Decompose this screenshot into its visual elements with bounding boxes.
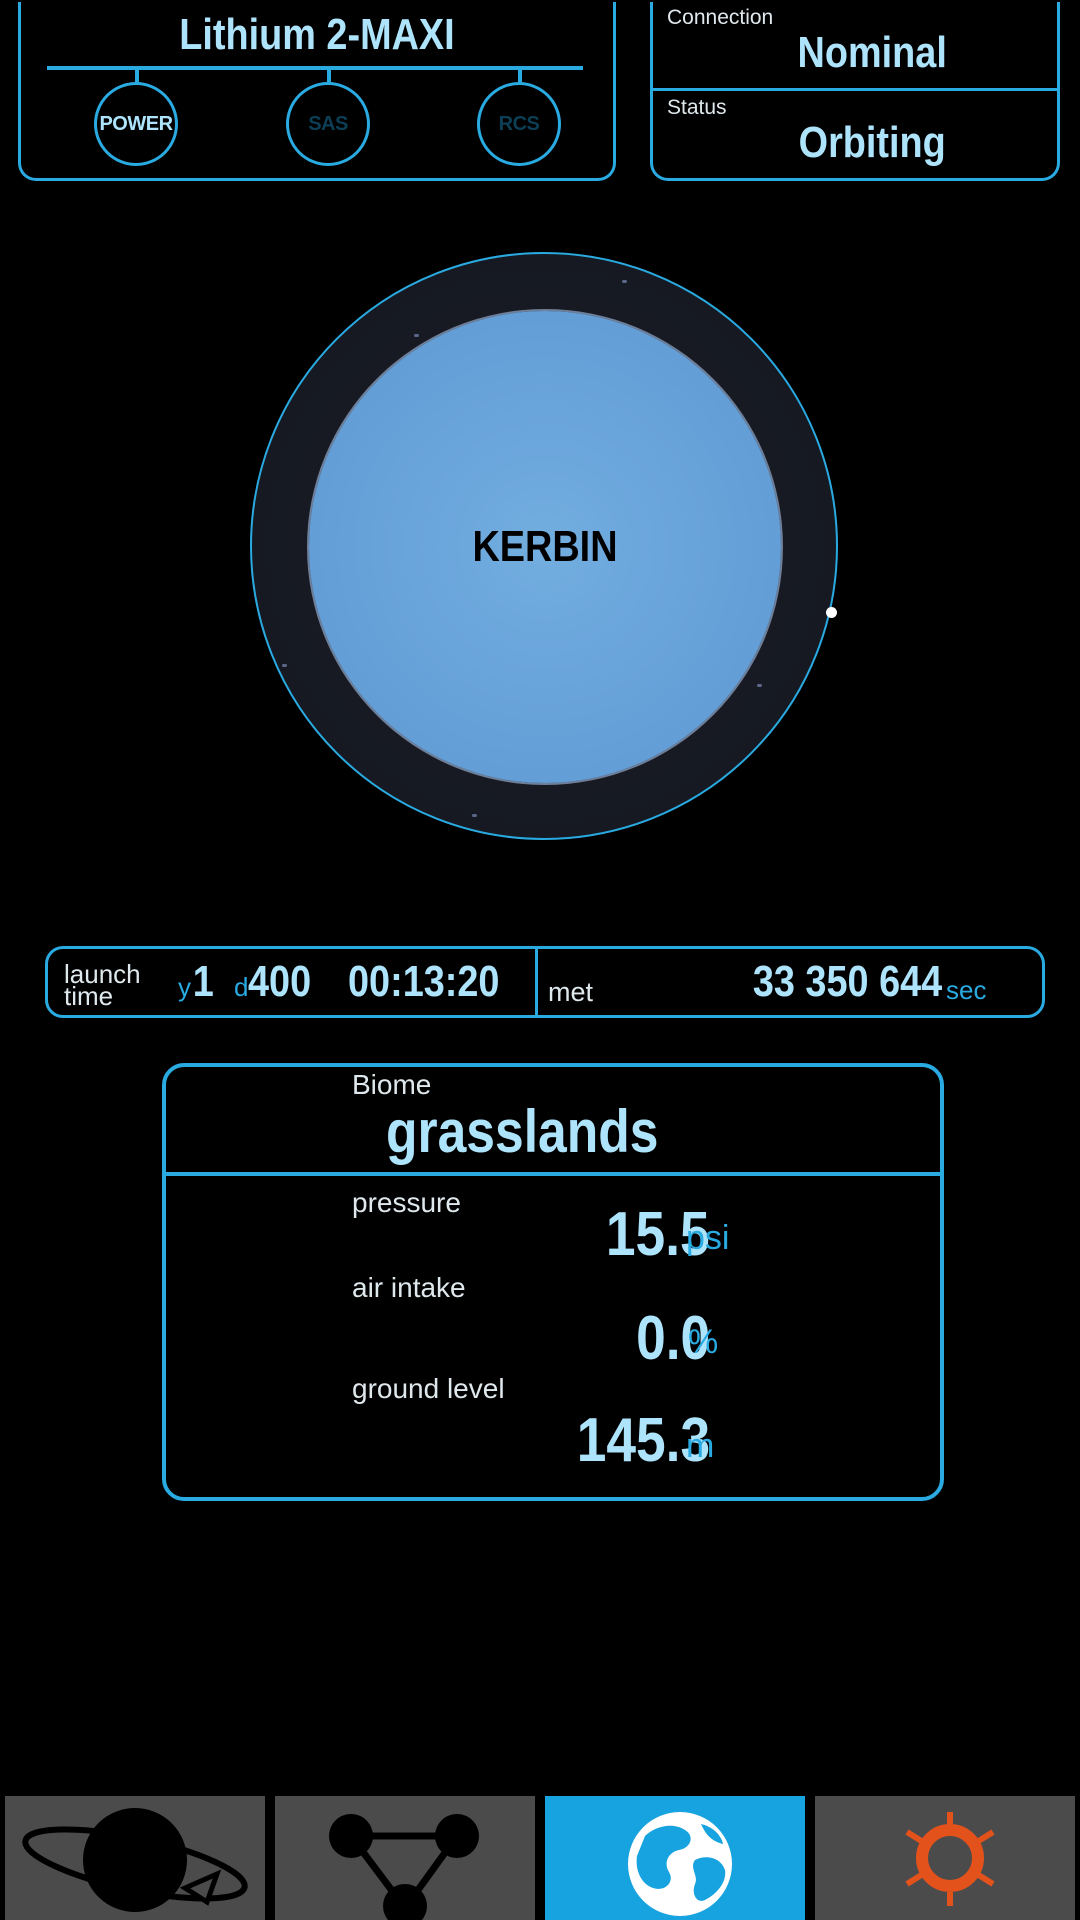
sun-icon [905, 1812, 995, 1906]
vessel-position-marker [826, 607, 837, 618]
power-button[interactable]: POWER [94, 82, 178, 166]
met-unit: sec [946, 975, 987, 1005]
star-dot [472, 814, 477, 817]
divider [535, 949, 538, 1015]
vessel-bus-line [47, 66, 583, 70]
stem-line [135, 68, 139, 82]
clock-value: 00:13:20 [348, 957, 500, 1006]
day-unit: d [233, 972, 249, 1002]
connection-label: Connection [667, 6, 774, 29]
biome-value: grasslands [386, 1098, 659, 1165]
stem-line [518, 68, 522, 82]
star-dot [757, 684, 762, 687]
star-dot [282, 664, 287, 667]
air-intake-unit: % [688, 1323, 719, 1361]
globe-icon [628, 1812, 732, 1916]
pressure-unit: psi [686, 1219, 730, 1257]
connection-value: Nominal [797, 28, 947, 77]
ground-level-unit: m [686, 1427, 715, 1465]
time-bar: launch time y1 d400 00:13:20 met 33 350 … [45, 946, 1045, 1018]
star-dot [622, 280, 627, 283]
status-value: Orbiting [798, 118, 946, 167]
air-intake-label: air intake [352, 1272, 466, 1303]
pressure-label: pressure [352, 1187, 461, 1218]
nav-tab-planet-info[interactable] [545, 1796, 805, 1920]
biome-panel: Biome grasslands pressure 15.5 psi air i… [162, 1063, 944, 1501]
status-label: Status [667, 96, 727, 119]
ground-level-value: 145.3 [576, 1406, 710, 1475]
rcs-button[interactable]: RCS [477, 82, 561, 166]
planet-kerbin[interactable] [309, 311, 781, 783]
met-label: met [548, 977, 594, 1007]
launch-time-label: launch time [64, 959, 141, 1011]
divider [166, 1172, 940, 1176]
year-value: 1 [192, 957, 214, 1006]
sas-button[interactable]: SAS [286, 82, 370, 166]
stem-line [327, 68, 331, 82]
ground-level-label: ground level [352, 1373, 505, 1404]
day-value: 400 [248, 957, 312, 1006]
status-panel: Connection Nominal Status Orbiting [650, 2, 1060, 181]
planet-orbit-icon [22, 1808, 248, 1912]
launch-time-value: y1 d400 [178, 957, 322, 1007]
met-value: 33 350 644 [752, 957, 942, 1006]
star-dot [414, 334, 419, 337]
planet-name: KERBIN [472, 522, 618, 571]
biome-label: Biome [352, 1069, 432, 1100]
nav-tab-maneuver[interactable] [275, 1796, 535, 1920]
pressure-value: 15.5 [606, 1200, 710, 1269]
nav-tab-orbit[interactable] [5, 1796, 265, 1920]
nav-tab-settings[interactable] [815, 1796, 1075, 1920]
vessel-name: Lithium 2-MAXI [179, 10, 455, 59]
vessel-panel: Lithium 2-MAXI POWER SAS RCS [18, 2, 616, 181]
divider [653, 88, 1057, 91]
air-intake-value: 0.0 [635, 1304, 710, 1373]
year-unit: y [178, 972, 191, 1002]
maneuver-nodes-icon [329, 1814, 479, 1920]
